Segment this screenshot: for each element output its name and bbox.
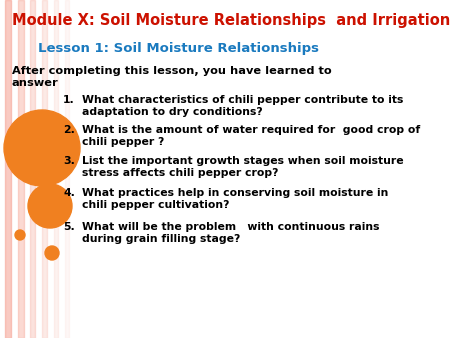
Text: 1.: 1. (63, 95, 75, 105)
Bar (65, 0, 69, 338)
Circle shape (45, 246, 59, 260)
Bar (54, 0, 58, 338)
Text: What will be the problem   with continuous rains
during grain filling stage?: What will be the problem with continuous… (82, 222, 379, 244)
Text: 2.: 2. (63, 125, 75, 135)
Bar (30, 0, 35, 338)
Text: After completing this lesson, you have learned to
answer: After completing this lesson, you have l… (12, 66, 332, 88)
Text: 3.: 3. (63, 156, 75, 166)
Text: Lesson 1: Soil Moisture Relationships: Lesson 1: Soil Moisture Relationships (38, 42, 319, 55)
Circle shape (28, 184, 72, 228)
Bar (42, 0, 47, 338)
Text: Module X: Soil Moisture Relationships  and Irrigation: Module X: Soil Moisture Relationships an… (12, 13, 450, 28)
Text: List the important growth stages when soil moisture
stress affects chili pepper : List the important growth stages when so… (82, 156, 404, 177)
Text: What is the amount of water required for  good crop of
chili pepper ?: What is the amount of water required for… (82, 125, 420, 147)
Text: 4.: 4. (63, 188, 75, 198)
Bar (5, 0, 11, 338)
Circle shape (15, 230, 25, 240)
Text: 5.: 5. (63, 222, 75, 232)
Text: What practices help in conserving soil moisture in
chili pepper cultivation?: What practices help in conserving soil m… (82, 188, 388, 210)
Circle shape (4, 110, 80, 186)
Text: What characteristics of chili pepper contribute to its
adaptation to dry conditi: What characteristics of chili pepper con… (82, 95, 403, 117)
Bar (18, 0, 24, 338)
